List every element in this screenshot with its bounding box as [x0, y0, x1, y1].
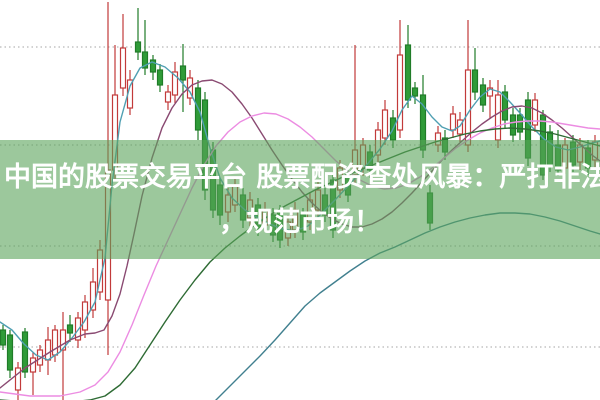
headline-overlay: 中国的股票交易平台 股票配资查处风暴：严打非法 ，规范市场！	[0, 140, 600, 259]
headline-line-1: 中国的股票交易平台 股票配资查处风暴：严打非法	[4, 161, 600, 193]
headline-line-2: ，规范市场！	[219, 206, 381, 238]
